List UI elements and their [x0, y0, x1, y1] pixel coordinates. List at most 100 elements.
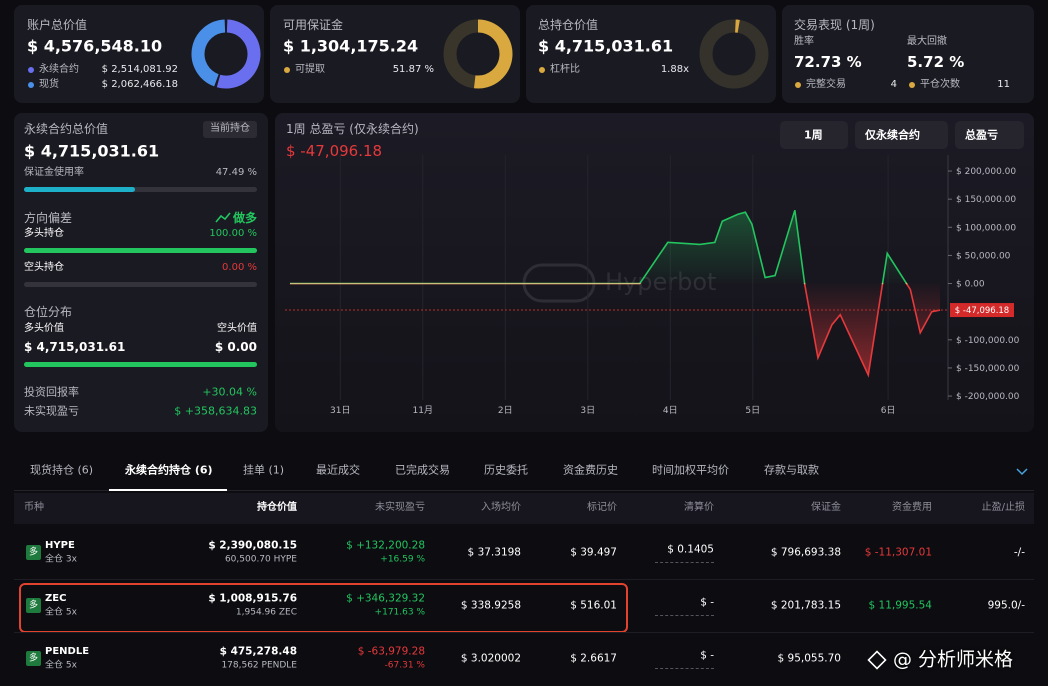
panel-value: $ 4,715,031.61: [24, 141, 160, 161]
y-tick-label: $ 0.00: [956, 280, 985, 290]
position-size: 1,954.96 ZEC: [235, 607, 297, 618]
tab-divider: [14, 490, 1034, 491]
position-size: 178,562 PENDLE: [221, 660, 297, 671]
unrealized-pnl-pct: +16.59 %: [380, 554, 425, 565]
legend-dot: [28, 82, 34, 88]
x-tick-label: 6日: [881, 405, 896, 416]
column-header[interactable]: 资金费用: [892, 502, 932, 513]
donut-segment: [473, 19, 513, 89]
donut-segment: [191, 19, 226, 87]
side-badge-bg: [26, 545, 41, 560]
badge-bg: [203, 121, 257, 138]
legend-dot: [539, 67, 545, 73]
metric-value: $ +358,634.83: [174, 404, 257, 418]
card-title: 账户总价值: [27, 17, 88, 32]
liquidation-price: $ -: [700, 596, 714, 609]
column-header[interactable]: 标记价: [587, 502, 617, 513]
margin-mode: 全仓 5x: [45, 660, 77, 671]
row-value: 1.88x: [660, 64, 689, 75]
column-header[interactable]: 持仓价值: [257, 502, 297, 513]
entry-price: $ 338.9258: [460, 599, 521, 612]
tp-sl: 995.0/-: [987, 599, 1025, 612]
progress-track: [24, 282, 257, 287]
dotted-underline: [655, 615, 714, 616]
dropdown-bg[interactable]: [955, 121, 1024, 149]
column-header[interactable]: 入场均价: [481, 502, 521, 513]
current-badge-label: $ -47,096.18: [955, 306, 1009, 316]
watermark-diamond: [867, 650, 887, 670]
liquidation-price: $ 0.1405: [667, 543, 714, 556]
dotted-underline: [655, 562, 714, 563]
tab[interactable]: 永续合约持仓 (6): [125, 463, 213, 477]
section-title: 仓位分布: [24, 304, 73, 319]
chart-current: $ -47,096.18: [286, 142, 383, 160]
position-value: $ 1,008,915.76: [208, 592, 297, 605]
metric-label: 最大回撤: [907, 36, 947, 47]
column-header[interactable]: 未实现盈亏: [375, 502, 425, 513]
count-label: 平仓次数: [920, 79, 960, 90]
dropdown[interactable]: 仅永续合约: [865, 128, 920, 142]
progress-track: [24, 187, 257, 192]
tab[interactable]: 历史委托: [484, 463, 528, 477]
metric-label: 多头价值: [24, 323, 64, 334]
tab[interactable]: 现货持仓 (6): [30, 463, 94, 477]
mark-price: $ 39.497: [570, 546, 617, 559]
metric-label: 保证金使用率: [24, 167, 84, 178]
panel-bg: [14, 113, 268, 432]
highlight-box: [19, 583, 628, 633]
tab[interactable]: 已完成交易: [395, 463, 450, 477]
column-header[interactable]: 币种: [24, 502, 44, 513]
y-tick-label: $ 200,000.00: [956, 167, 1016, 177]
unrealized-pnl: $ +346,329.32: [346, 592, 425, 605]
count-value: 11: [997, 79, 1010, 90]
count-value: 4: [890, 79, 897, 90]
dropdown-bg[interactable]: [780, 121, 848, 149]
tab[interactable]: 挂单 (1): [243, 463, 285, 477]
dropdown-bg[interactable]: [855, 121, 948, 149]
mark-price: $ 2.6617: [570, 652, 617, 665]
tab-underline: [109, 489, 227, 491]
donut-track: [699, 19, 769, 89]
side-badge-bg: [26, 651, 41, 666]
tab[interactable]: 资金费历史: [563, 463, 618, 477]
row-label: 永续合约: [39, 64, 79, 75]
funding-fee: $ 11,995.54: [868, 599, 932, 612]
metric-value: 0.00 %: [222, 262, 257, 273]
legend-dot: [909, 82, 915, 88]
side-badge: 多: [28, 653, 39, 664]
y-tick-label: $ -150,000.00: [956, 364, 1020, 374]
dropdown[interactable]: 1周: [804, 128, 823, 142]
column-header[interactable]: 清算价: [684, 502, 714, 513]
x-tick-label: 4日: [663, 405, 678, 416]
coin: ZEC: [45, 593, 67, 604]
legend-dot: [795, 82, 801, 88]
margin-mode: 全仓 5x: [45, 607, 77, 618]
tab[interactable]: 时间加权平均价: [652, 463, 729, 477]
card-value: $ 4,715,031.61: [538, 36, 674, 56]
tab[interactable]: 最近成交: [316, 463, 360, 477]
legend-dot: [28, 67, 34, 73]
tab[interactable]: 存款与取款: [764, 463, 819, 477]
unrealized-pnl-pct: +171.63 %: [374, 607, 425, 618]
x-tick-label: 31日: [330, 405, 350, 416]
x-tick-label: 3日: [580, 405, 595, 416]
unrealized-pnl: $ +132,200.28: [346, 539, 425, 552]
margin: $ 796,693.38: [770, 546, 841, 559]
column-header[interactable]: 止盈/止损: [981, 502, 1025, 513]
liquidation-price: $ -: [700, 649, 714, 662]
side-badge-bg: [26, 598, 41, 613]
entry-price: $ 3.020002: [460, 652, 521, 665]
metric-value: 100.00 %: [209, 228, 257, 239]
funding-fee: $ -11,307.01: [864, 546, 932, 559]
y-tick-label: $ -200,000.00: [956, 392, 1020, 402]
card-title: 可用保证金: [283, 17, 344, 32]
margin-mode: 全仓 3x: [45, 554, 77, 565]
y-tick-label: $ -100,000.00: [956, 336, 1020, 346]
metric-label: 未实现盈亏: [24, 404, 79, 418]
trend-icon: [215, 212, 231, 223]
table-header-bg: [14, 493, 1034, 524]
column-header[interactable]: 保证金: [811, 502, 841, 513]
dropdown[interactable]: 总盈亏: [965, 128, 998, 142]
side-badge: 多: [28, 547, 39, 558]
